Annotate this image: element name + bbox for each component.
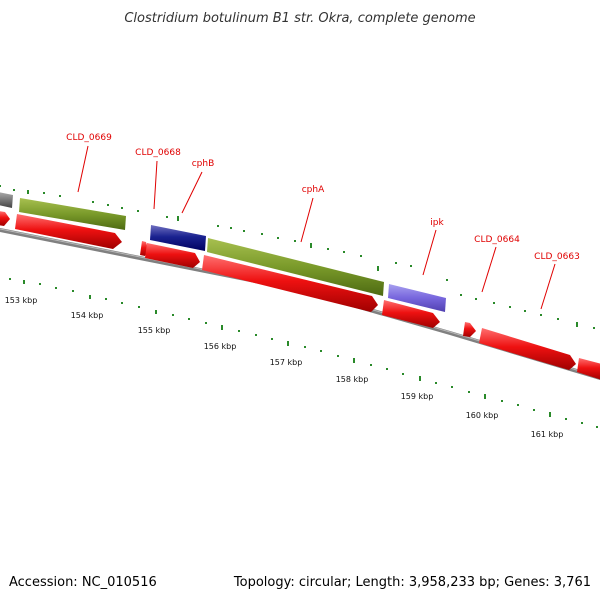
cds-arrow[interactable] [15,214,122,249]
cds-track [0,211,600,380]
map-title: Clostridium botulinum B1 str. Okra, comp… [124,11,475,26]
feature-olive-cpha[interactable] [207,238,384,296]
scale-label: 161 kbp [531,430,564,439]
feature-violet-ipk[interactable] [388,284,446,312]
scale-label: 153 kbp [5,296,38,305]
gene-label[interactable]: CLD_0663 [534,252,580,262]
scale-label: 160 kbp [466,411,499,420]
feature-track [0,192,446,312]
scale-label: 154 kbp [71,311,104,320]
gene-label[interactable]: ipk [430,218,444,228]
cds-arrow[interactable] [577,358,600,380]
gene-labels: CLD_0669 CLD_0668 cphB cphA ipk CLD_0664… [66,133,580,262]
outer-tick-row [0,185,595,329]
scale-label: 155 kbp [138,326,171,335]
feature-gray[interactable] [0,192,13,208]
gene-label[interactable]: cphA [302,185,325,195]
gene-label[interactable]: cphB [192,159,215,169]
gene-label[interactable]: CLD_0664 [474,235,520,245]
cds-arrow[interactable] [479,328,576,370]
cds-arrow[interactable] [202,255,378,312]
scale-labels: 153 kbp 154 kbp 155 kbp 156 kbp 157 kbp … [5,296,564,439]
cds-arrow[interactable] [463,322,476,337]
cds-arrow[interactable] [0,211,10,226]
feature-navy-clpb[interactable] [150,225,206,251]
gene-label[interactable]: CLD_0668 [135,148,181,158]
scale-ticks [9,278,598,428]
scale-label: 159 kbp [401,392,434,401]
feature-olive-cld0669[interactable] [19,198,126,230]
cds-arrow[interactable] [382,300,440,328]
scale-label: 156 kbp [204,342,237,351]
genome-summary-text: Topology: circular; Length: 3,958,233 bp… [233,575,591,590]
scale-label: 157 kbp [270,358,303,367]
accession-text: Accession: NC_010516 [9,575,157,590]
cds-arrow[interactable] [145,243,200,268]
scale-label: 158 kbp [336,375,369,384]
gene-label[interactable]: CLD_0669 [66,133,112,143]
gene-leader-lines [77,145,556,310]
genome-backbone [0,228,600,380]
